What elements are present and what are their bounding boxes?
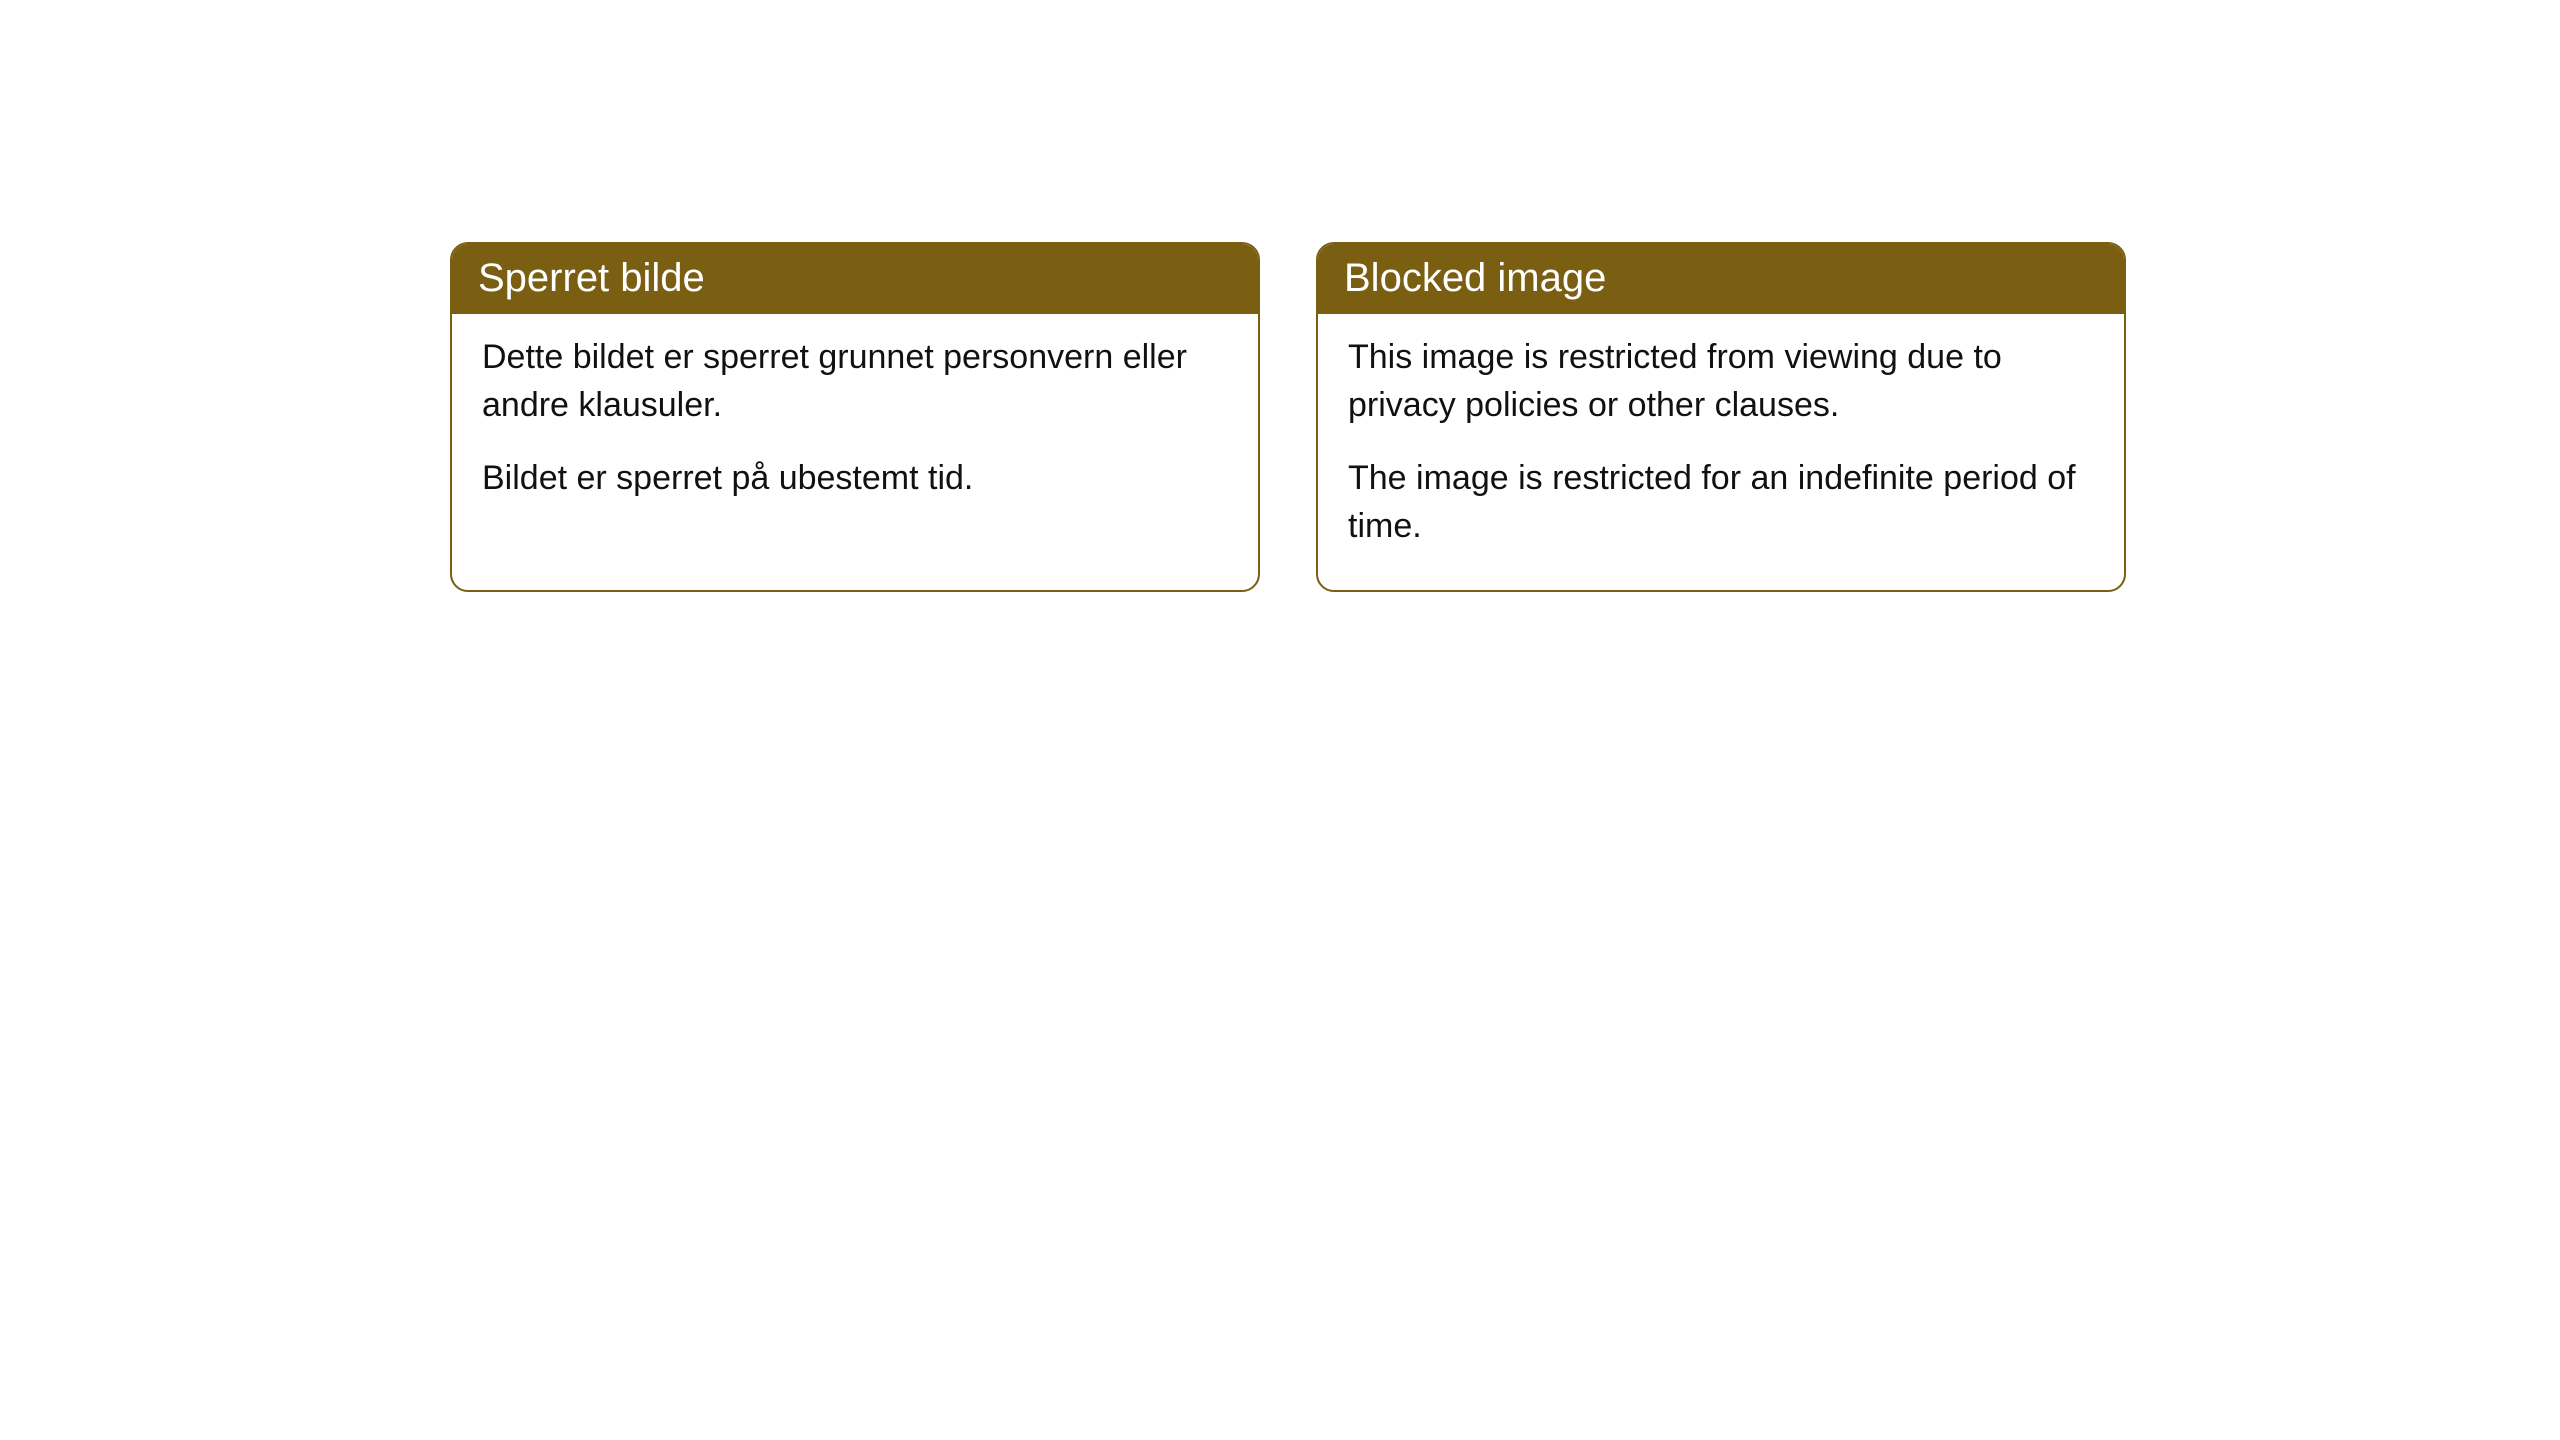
card-body: This image is restricted from viewing du… <box>1318 314 2124 590</box>
card-header: Sperret bilde <box>452 244 1258 314</box>
blocked-image-card-english: Blocked image This image is restricted f… <box>1316 242 2126 592</box>
card-header: Blocked image <box>1318 244 2124 314</box>
blocked-image-card-norwegian: Sperret bilde Dette bildet er sperret gr… <box>450 242 1260 592</box>
card-paragraph: This image is restricted from viewing du… <box>1348 334 2094 429</box>
card-title: Blocked image <box>1344 256 1606 300</box>
card-title: Sperret bilde <box>478 256 705 300</box>
card-paragraph: Dette bildet er sperret grunnet personve… <box>482 334 1228 429</box>
card-paragraph: Bildet er sperret på ubestemt tid. <box>482 455 1228 503</box>
card-paragraph: The image is restricted for an indefinit… <box>1348 455 2094 550</box>
card-body: Dette bildet er sperret grunnet personve… <box>452 314 1258 543</box>
notice-cards-container: Sperret bilde Dette bildet er sperret gr… <box>0 0 2560 592</box>
